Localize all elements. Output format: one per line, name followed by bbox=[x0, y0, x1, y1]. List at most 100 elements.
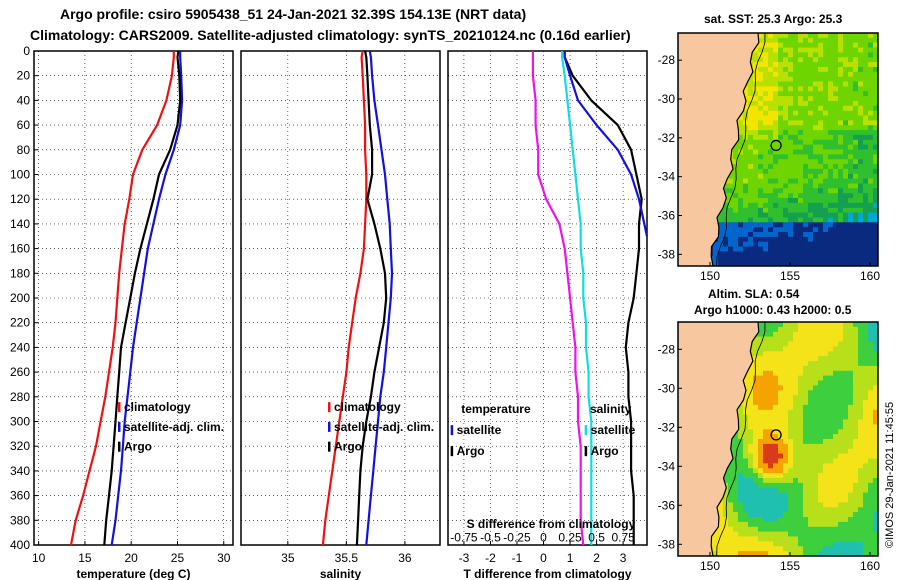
map-cell bbox=[858, 67, 864, 73]
map-cell bbox=[743, 531, 749, 538]
map-cell bbox=[763, 361, 769, 367]
map-cell bbox=[858, 365, 864, 372]
map-cell bbox=[748, 492, 754, 499]
map-cell bbox=[788, 81, 794, 87]
map-cell bbox=[863, 37, 869, 44]
map-cell bbox=[718, 551, 724, 556]
map-cell bbox=[858, 395, 864, 401]
map-cell bbox=[833, 212, 839, 219]
map-cell bbox=[813, 37, 819, 44]
map-cell bbox=[768, 414, 774, 421]
map-cell bbox=[733, 241, 739, 248]
map-cell bbox=[768, 439, 774, 445]
map-cell bbox=[808, 521, 814, 528]
map-cell bbox=[748, 173, 754, 180]
legend-swatch bbox=[328, 402, 331, 413]
map-cell bbox=[868, 115, 874, 121]
map-cell bbox=[783, 370, 789, 377]
map-cell bbox=[788, 168, 794, 175]
map-cell bbox=[723, 256, 729, 262]
map-cell bbox=[778, 424, 784, 430]
map-cell bbox=[823, 232, 829, 238]
map-cell bbox=[803, 246, 809, 253]
map-cell bbox=[823, 101, 829, 107]
map-cell bbox=[778, 236, 784, 243]
map-cell bbox=[843, 546, 849, 552]
map-cell bbox=[783, 497, 789, 503]
map-cell bbox=[773, 370, 779, 377]
map-cell bbox=[773, 256, 779, 262]
map-cell bbox=[873, 193, 878, 199]
map-cell bbox=[873, 81, 878, 87]
map-cell bbox=[743, 453, 749, 460]
map-cell bbox=[758, 178, 764, 185]
map-cell bbox=[843, 336, 849, 343]
map-cell bbox=[773, 517, 779, 523]
map-cell bbox=[768, 236, 774, 243]
map-cell bbox=[858, 521, 864, 528]
map-cell bbox=[818, 246, 824, 253]
map-cell bbox=[783, 139, 789, 146]
map-cell bbox=[873, 478, 878, 484]
map-cell bbox=[763, 429, 769, 435]
map-cell bbox=[853, 356, 859, 362]
map-cell bbox=[728, 482, 734, 489]
map-cell bbox=[843, 178, 849, 185]
map-cell bbox=[803, 482, 809, 489]
map-cell bbox=[793, 453, 799, 460]
map-cell bbox=[738, 125, 744, 131]
map-cell bbox=[843, 390, 849, 396]
map-cell bbox=[753, 246, 759, 253]
map-cell bbox=[803, 551, 809, 556]
map-cell bbox=[818, 251, 824, 257]
map-cell bbox=[873, 414, 878, 421]
map-cell bbox=[848, 91, 854, 97]
map-cell bbox=[748, 370, 754, 377]
map-cell bbox=[763, 212, 769, 219]
map-cell bbox=[843, 71, 849, 78]
map-cell bbox=[808, 251, 814, 257]
map-cell bbox=[838, 531, 844, 538]
map-cell bbox=[833, 487, 839, 494]
map-cell bbox=[843, 110, 849, 117]
map-cell bbox=[803, 453, 809, 460]
map-cell bbox=[868, 134, 874, 141]
map-cell bbox=[843, 125, 849, 131]
map-cell bbox=[858, 139, 864, 146]
map-cell bbox=[758, 198, 764, 204]
map-cell bbox=[818, 105, 824, 112]
map-cell bbox=[773, 178, 779, 185]
map-cell bbox=[848, 52, 854, 58]
map-cell bbox=[853, 434, 859, 440]
map-cell bbox=[788, 246, 794, 253]
map-cell bbox=[723, 222, 729, 228]
map-cell bbox=[803, 404, 809, 411]
map-cell bbox=[828, 400, 834, 406]
legend-label: satellite bbox=[457, 423, 502, 437]
map-cell bbox=[808, 541, 814, 547]
map-cell bbox=[793, 42, 799, 49]
map-cell bbox=[863, 458, 869, 464]
map-cell bbox=[773, 164, 779, 170]
map-cell bbox=[783, 346, 789, 352]
map-cell bbox=[758, 434, 764, 440]
map-cell bbox=[828, 492, 834, 499]
map-cell bbox=[823, 47, 829, 54]
map-cell bbox=[778, 395, 784, 401]
map-cell bbox=[788, 139, 794, 146]
map-cell bbox=[818, 164, 824, 170]
map-cell bbox=[738, 261, 744, 266]
argo-location-marker bbox=[770, 429, 782, 441]
map-cell bbox=[768, 492, 774, 499]
map-cell bbox=[768, 261, 774, 266]
map-cell bbox=[763, 178, 769, 185]
map-cell bbox=[763, 57, 769, 63]
map-cell bbox=[748, 232, 754, 238]
map-cell bbox=[738, 144, 744, 151]
map-cell bbox=[823, 251, 829, 257]
map-cell bbox=[873, 400, 878, 406]
map-cell bbox=[733, 502, 739, 508]
map-cell bbox=[758, 81, 764, 87]
map-cell bbox=[788, 193, 794, 199]
map-cell bbox=[753, 385, 759, 391]
